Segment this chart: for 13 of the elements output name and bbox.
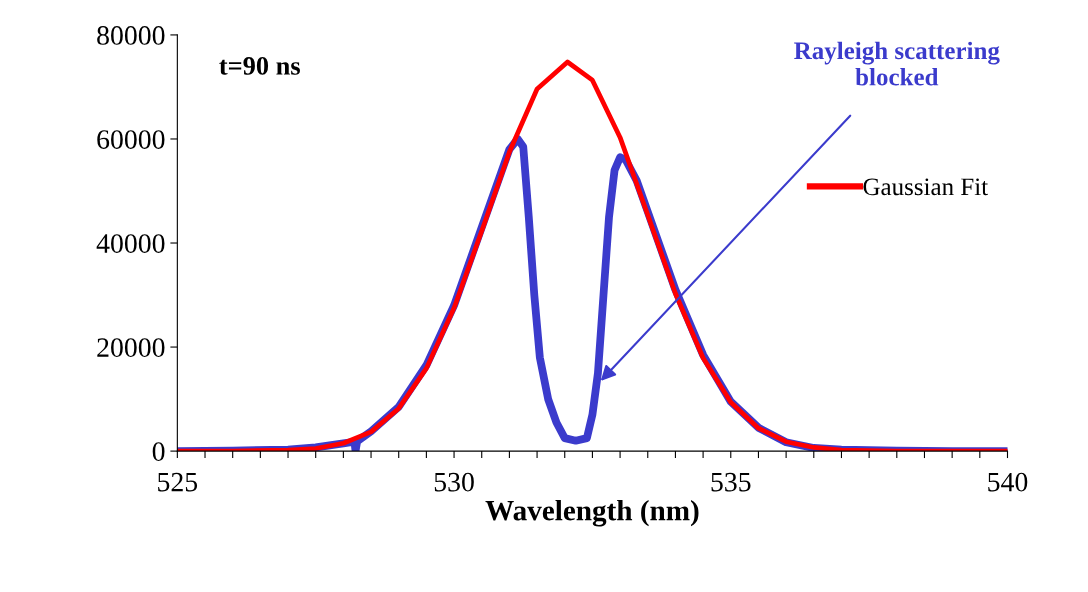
y-tick-label: 60000	[97, 130, 165, 149]
annotation: t=90 ns	[219, 57, 300, 75]
x-tick-label: 540	[988, 472, 1028, 492]
y-tick-label: 80000	[97, 26, 165, 45]
x-axis-title: Wavelength (nm)	[485, 499, 699, 527]
x-tick-label: 535	[711, 472, 751, 492]
y-tick-label: 0	[152, 442, 165, 462]
x-tick-label: 525	[158, 472, 198, 492]
x-tick-label: 530	[434, 472, 474, 492]
annotation: Rayleigh scattering blocked	[794, 41, 1000, 86]
legend-label: Gaussian Fit	[863, 178, 988, 196]
y-tick-label: 40000	[96, 234, 165, 253]
y-tick-label: 20000	[97, 338, 165, 357]
